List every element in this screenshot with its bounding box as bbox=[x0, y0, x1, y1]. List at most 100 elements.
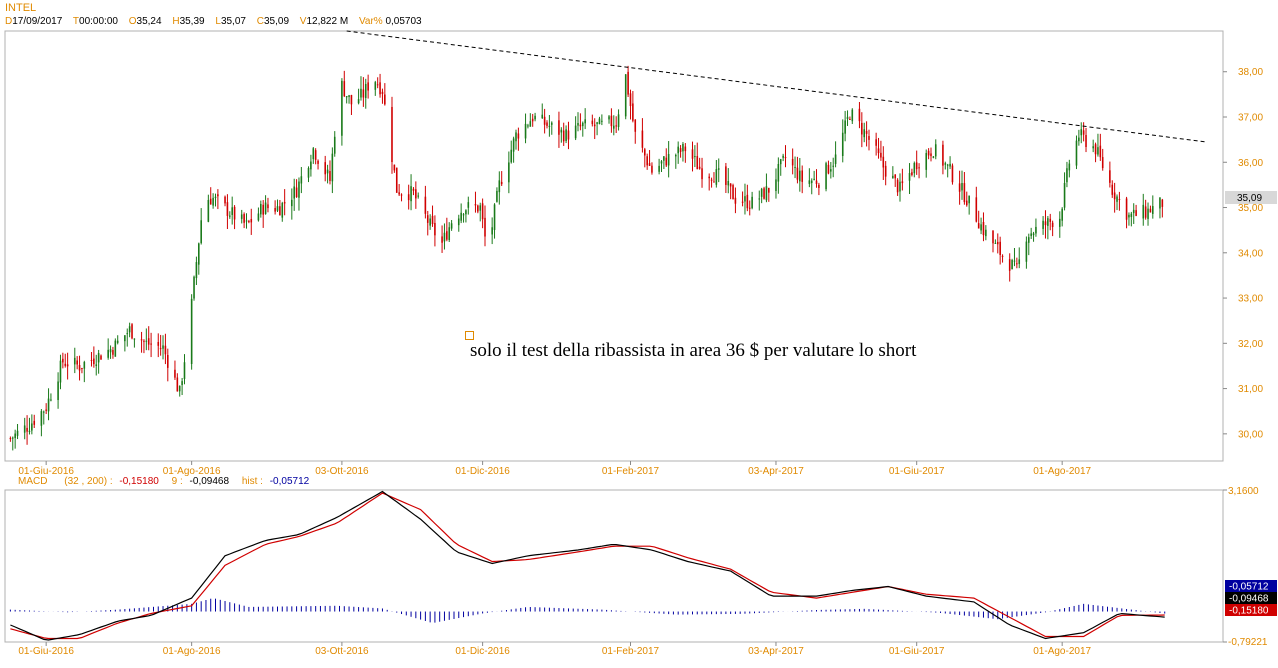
candle-body bbox=[927, 150, 930, 156]
price-x-tick-label: 01-Ago-2017 bbox=[1033, 466, 1091, 477]
candle-body bbox=[1085, 135, 1087, 148]
candle-body bbox=[562, 130, 565, 142]
candle-body bbox=[183, 362, 186, 379]
candle-body bbox=[863, 129, 866, 138]
candle-body bbox=[1008, 259, 1011, 271]
candle-body bbox=[367, 82, 369, 91]
candle-body bbox=[844, 120, 846, 134]
macd-x-tick-label: 01-Feb-2017 bbox=[602, 646, 660, 657]
candle-body bbox=[16, 430, 19, 436]
candle-body bbox=[911, 172, 913, 175]
candle-body bbox=[47, 398, 50, 412]
close-key: C bbox=[256, 16, 264, 27]
candle-body bbox=[50, 399, 52, 401]
candle-body bbox=[696, 156, 699, 170]
candle-body bbox=[808, 180, 811, 184]
price-y-tick-label: 32,00 bbox=[1238, 339, 1263, 350]
candle-body bbox=[934, 144, 937, 157]
candle-body bbox=[145, 340, 148, 342]
candle-body bbox=[758, 198, 761, 200]
candle-body bbox=[818, 184, 820, 188]
macd-panel-frame bbox=[4, 489, 1224, 643]
var-key: Var% bbox=[358, 16, 383, 27]
price-y-tick-label: 37,00 bbox=[1238, 113, 1263, 124]
candle-body bbox=[491, 227, 493, 235]
candle-body bbox=[1125, 198, 1128, 220]
candle-body bbox=[851, 109, 854, 122]
candle-body bbox=[393, 164, 396, 171]
candle-body bbox=[274, 207, 276, 212]
candle-body bbox=[14, 433, 16, 439]
candle-body bbox=[166, 354, 169, 368]
candle-body bbox=[593, 124, 596, 127]
candle-body bbox=[648, 163, 651, 166]
candle-body bbox=[832, 165, 835, 167]
candle-body bbox=[598, 118, 601, 125]
hist-badge-label: -0,05712 bbox=[1229, 582, 1269, 593]
candle-body bbox=[610, 115, 613, 127]
candle-body bbox=[577, 122, 579, 126]
candle-body bbox=[150, 343, 152, 345]
macd-params: (32 , 200) : bbox=[64, 476, 113, 487]
candle-body bbox=[679, 148, 682, 152]
candle-body bbox=[579, 124, 582, 127]
macd-value-badges: -0,05712-0,09468-0,15180 bbox=[1225, 580, 1277, 617]
candle-body bbox=[1025, 241, 1028, 262]
candle-body bbox=[276, 206, 279, 211]
candle-body bbox=[1094, 144, 1097, 155]
candle-body bbox=[713, 181, 715, 183]
candle-body bbox=[9, 438, 12, 440]
candle-body bbox=[684, 146, 687, 152]
macd-x-tick-label: 01-Ago-2016 bbox=[163, 646, 221, 657]
candle-body bbox=[550, 122, 553, 125]
candle-body bbox=[479, 205, 482, 211]
candle-body bbox=[424, 196, 427, 214]
candle-body bbox=[682, 143, 684, 152]
ohlc-readout: D17/09/2017 T00:00:00 O35,24 H35,39 L35,… bbox=[5, 16, 430, 27]
price-panel-frame bbox=[4, 30, 1224, 462]
candle-body bbox=[717, 168, 720, 170]
candle-body bbox=[965, 200, 968, 206]
candle-body bbox=[431, 215, 434, 225]
annotation-marker[interactable] bbox=[465, 331, 474, 340]
candle-body bbox=[140, 339, 143, 341]
candle-body bbox=[1097, 147, 1099, 155]
candle-body bbox=[868, 136, 870, 140]
candle-body bbox=[510, 149, 513, 163]
candle-body bbox=[1111, 184, 1114, 195]
candle-body bbox=[1092, 146, 1094, 149]
candle-body bbox=[78, 365, 81, 371]
candle-body bbox=[944, 163, 947, 165]
signal-key: 9 : bbox=[171, 476, 183, 487]
candle-body bbox=[300, 176, 303, 184]
candle-body bbox=[407, 194, 410, 201]
candle-body bbox=[481, 203, 484, 220]
candle-body bbox=[877, 148, 880, 154]
candle-body bbox=[942, 144, 944, 166]
candle-body bbox=[374, 82, 377, 90]
candle-body bbox=[632, 103, 634, 121]
candle-body bbox=[1061, 208, 1063, 221]
price-y-tick-label: 34,00 bbox=[1238, 248, 1263, 259]
candle-body bbox=[124, 335, 126, 342]
candle-body bbox=[1047, 218, 1049, 226]
candle-body bbox=[217, 194, 219, 197]
candle-body bbox=[429, 218, 431, 226]
candle-body bbox=[741, 201, 744, 203]
candle-body bbox=[775, 179, 777, 192]
candle-body bbox=[629, 93, 632, 107]
macd-y-tick-label: 3,1600 bbox=[1228, 486, 1259, 497]
macd-x-tick-label: 03-Apr-2017 bbox=[748, 646, 804, 657]
candle-body bbox=[364, 84, 367, 98]
candle-body bbox=[40, 411, 43, 426]
candle-body bbox=[62, 358, 64, 363]
candle-body bbox=[298, 181, 300, 198]
candle-body bbox=[994, 242, 997, 244]
candle-body bbox=[341, 80, 343, 136]
candle-body bbox=[264, 202, 267, 215]
macd-x-axis: 01-Giu-2016 01-Ago-2016 03-Ott-2016 01-Dic-… bbox=[18, 642, 1092, 657]
candle-body bbox=[830, 169, 832, 172]
candle-body bbox=[412, 188, 415, 191]
chart-annotation[interactable]: solo il test della ribassista in area 36… bbox=[470, 340, 917, 361]
macd-legend: MACD (32 , 200) : -0,15180 9 : -0,09468 … bbox=[18, 476, 309, 487]
